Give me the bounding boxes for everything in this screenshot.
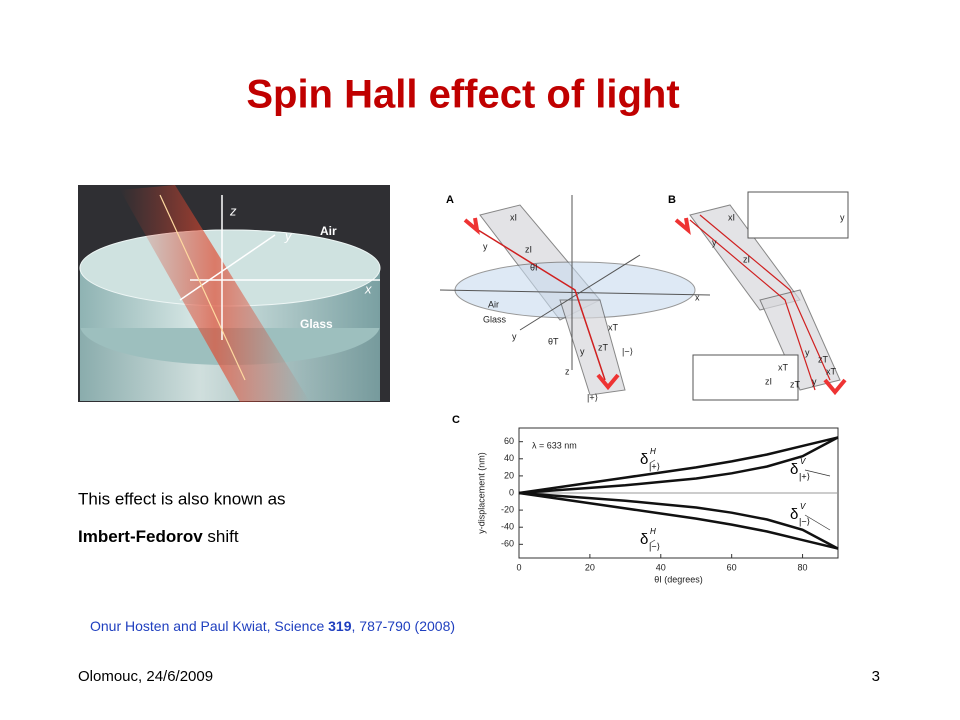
panel-a-label: |+⟩ (587, 392, 598, 402)
panel-b-label: zI (765, 376, 772, 386)
panel-a-label: x (695, 292, 700, 302)
panel-a-label: y (512, 331, 517, 341)
panel-a-label: y (483, 241, 488, 251)
series-label: δ V |−⟩ (790, 502, 810, 526)
panel-figure (439, 191, 849, 401)
panel-a-label: y (580, 346, 585, 356)
subscript: |−⟩ (799, 516, 810, 526)
annotation: λ = 633 nm (532, 440, 577, 450)
superscript: V (800, 457, 806, 466)
panel-b-label: zI (743, 254, 750, 264)
panel-a-label: θI (530, 262, 538, 272)
panel-b-label: zT (790, 379, 801, 389)
superscript: H (650, 447, 656, 456)
panel-a-label: zT (598, 342, 609, 352)
panel-b-label: y (805, 347, 810, 357)
panel-a-label: zI (525, 244, 532, 254)
y-tick-label: 20 (504, 470, 514, 480)
y-tick-label: 40 (504, 453, 514, 463)
y-tick-label: -40 (501, 522, 514, 532)
curve (518, 436, 839, 495)
figure-label: y (284, 228, 293, 243)
text: shift (203, 527, 239, 546)
leader (649, 459, 656, 464)
curve (518, 491, 839, 550)
series-label: δ V |+⟩ (790, 457, 810, 481)
slide-title: Spin Hall effect of light (246, 73, 679, 117)
x-tick-label: 40 (656, 562, 666, 572)
panel-a-label: |−⟩ (622, 346, 633, 356)
subscript: |−⟩ (649, 541, 660, 551)
x-tick-label: 0 (516, 562, 521, 572)
emphasis: Imbert-Fedorov (78, 527, 203, 546)
citation: Onur Hosten and Paul Kwiat, Science 319,… (90, 618, 455, 634)
subscript: |+⟩ (649, 461, 660, 471)
panel-b-label: y (812, 376, 817, 386)
y-tick-label: 0 (509, 487, 514, 497)
symbol: δ (790, 506, 798, 523)
body-line: This effect is also known as (78, 489, 286, 508)
series-label: δ H |−⟩ (640, 527, 660, 551)
leader (649, 539, 656, 544)
leader (804, 469, 831, 477)
panel-b-label: xI (728, 212, 735, 222)
figure-label: Glass (300, 317, 333, 331)
y-tick-label: -20 (501, 504, 514, 514)
symbol: δ (640, 451, 648, 468)
panel-b-label: zT (818, 354, 829, 364)
y-tick-label: -60 (501, 539, 514, 549)
x-tick-label: 60 (727, 562, 737, 572)
curve (518, 436, 839, 495)
series-label: δ H |+⟩ (640, 447, 660, 471)
panel-label: B (668, 194, 676, 206)
panel-a-label: xT (608, 322, 619, 332)
panel-label: C (452, 414, 460, 426)
symbol: δ (790, 461, 798, 478)
panel-a-label: z (565, 366, 570, 376)
panel-b-label: xT (826, 366, 837, 376)
figure-label: x (364, 281, 372, 296)
subscript: |+⟩ (799, 471, 810, 481)
panel-a-label: Glass (483, 314, 507, 324)
leader (804, 514, 831, 531)
volume: 319 (328, 618, 352, 634)
text: Onur Hosten and Paul Kwiat, Science (90, 618, 328, 634)
body-text: This effect is also known as Imbert-Fedo… (78, 489, 286, 546)
y-axis-label: y-displacement (nm) (476, 452, 486, 534)
y-tick-label: 60 (504, 436, 514, 446)
left-figure (78, 185, 390, 402)
curve (518, 491, 839, 550)
panel-b-label: y (712, 237, 717, 247)
panel-b-label: xT (778, 362, 789, 372)
text: , 787-790 (2008) (352, 618, 456, 634)
panel-a-label: Air (488, 299, 499, 309)
footer-date: Olomouc, 24/6/2009 (78, 668, 213, 685)
symbol: δ (640, 531, 648, 548)
panel-a-label: θT (548, 336, 559, 346)
figure-label: Air (320, 224, 337, 238)
panel-b-label: y (840, 212, 845, 222)
superscript: H (650, 527, 656, 536)
panel-a-label: xI (510, 212, 517, 222)
x-tick-label: 20 (585, 562, 595, 572)
superscript: V (800, 502, 806, 511)
x-tick-label: 80 (798, 562, 808, 572)
body-line: Imbert-Fedorov shift (78, 527, 239, 546)
x-axis-label: θI (degrees) (654, 574, 703, 584)
page-number: 3 (872, 668, 880, 685)
panel-label: A (446, 194, 454, 206)
figure-label: z (229, 203, 237, 218)
